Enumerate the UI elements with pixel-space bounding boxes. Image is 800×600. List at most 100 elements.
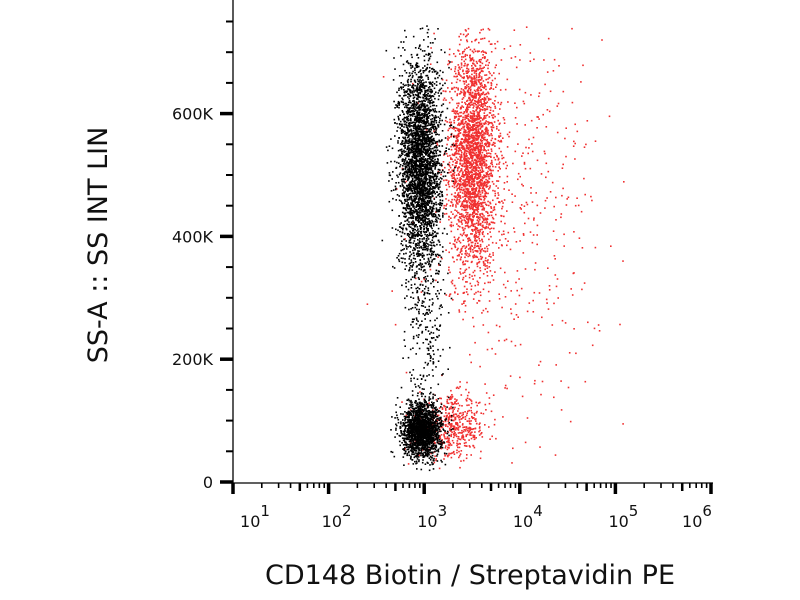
data-point	[476, 256, 479, 258]
data-point	[571, 101, 574, 104]
data-point	[461, 182, 464, 185]
data-point	[500, 59, 503, 61]
data-point	[470, 155, 472, 157]
data-point	[584, 380, 587, 383]
data-point	[524, 124, 526, 126]
data-point	[466, 404, 468, 407]
data-point	[463, 285, 466, 288]
data-point	[401, 261, 404, 264]
data-point	[404, 448, 406, 450]
data-point	[473, 209, 476, 211]
data-point	[431, 194, 434, 197]
data-point	[457, 69, 460, 72]
data-point	[403, 207, 406, 210]
data-point	[482, 195, 485, 198]
data-point	[484, 56, 486, 58]
data-point	[472, 255, 474, 258]
data-point	[471, 137, 473, 139]
data-point	[470, 85, 473, 87]
data-point	[457, 211, 459, 214]
data-point	[464, 234, 467, 236]
data-point	[407, 207, 410, 210]
data-point	[448, 215, 450, 218]
data-point	[444, 166, 446, 169]
data-point	[461, 101, 463, 103]
data-point	[447, 183, 450, 186]
data-point	[419, 154, 421, 157]
data-point	[462, 148, 464, 150]
data-point	[430, 242, 433, 244]
data-point	[470, 142, 472, 144]
data-point	[486, 175, 488, 178]
data-point	[407, 145, 409, 148]
data-point	[468, 422, 471, 425]
data-point	[412, 220, 414, 222]
data-point	[435, 201, 437, 204]
data-point	[460, 220, 462, 223]
data-point	[450, 221, 453, 224]
data-point	[462, 239, 465, 241]
data-point	[401, 141, 403, 144]
data-point	[483, 138, 486, 141]
data-point	[492, 279, 495, 281]
data-point	[467, 89, 469, 92]
data-point	[462, 196, 464, 198]
data-point	[425, 280, 427, 283]
data-point	[489, 109, 492, 112]
data-point	[443, 405, 445, 407]
data-point	[583, 177, 585, 180]
data-point	[405, 180, 407, 183]
data-point	[440, 163, 443, 165]
data-point	[466, 171, 469, 173]
data-point	[455, 162, 458, 164]
data-point	[490, 206, 492, 208]
data-point	[460, 460, 462, 462]
data-point	[507, 231, 510, 234]
data-point	[498, 247, 500, 249]
data-point	[463, 155, 466, 158]
data-point	[454, 238, 457, 241]
data-point	[484, 197, 486, 200]
data-point	[412, 132, 415, 134]
data-point	[477, 115, 480, 118]
data-point	[478, 86, 480, 88]
data-point	[489, 43, 492, 45]
data-point	[467, 136, 470, 138]
data-point	[512, 447, 514, 450]
data-point	[402, 173, 404, 175]
data-point	[467, 255, 469, 258]
data-point	[476, 250, 479, 253]
data-point	[429, 63, 432, 65]
data-point	[464, 134, 467, 137]
data-point	[430, 143, 433, 146]
data-point	[423, 168, 425, 170]
data-point	[462, 276, 465, 279]
data-point	[485, 88, 487, 91]
data-point	[470, 133, 473, 136]
data-point	[462, 126, 464, 128]
data-point	[475, 129, 478, 131]
data-point	[446, 193, 448, 196]
data-point	[466, 288, 468, 290]
data-point	[498, 72, 500, 75]
data-point	[461, 91, 463, 94]
data-point	[485, 307, 487, 310]
data-point	[467, 218, 470, 220]
data-point	[519, 175, 521, 178]
data-point	[451, 403, 453, 406]
data-point	[471, 141, 473, 143]
data-point	[455, 206, 457, 208]
data-point	[477, 216, 479, 218]
data-point	[479, 144, 482, 146]
data-point	[470, 100, 473, 103]
data-point	[463, 148, 465, 151]
data-point	[505, 161, 507, 164]
data-point	[414, 156, 416, 159]
data-point	[466, 205, 469, 208]
data-point	[433, 174, 436, 176]
data-point	[456, 146, 458, 148]
data-point	[477, 281, 480, 284]
data-point	[451, 411, 454, 414]
data-point	[400, 86, 402, 89]
data-point	[467, 106, 470, 108]
